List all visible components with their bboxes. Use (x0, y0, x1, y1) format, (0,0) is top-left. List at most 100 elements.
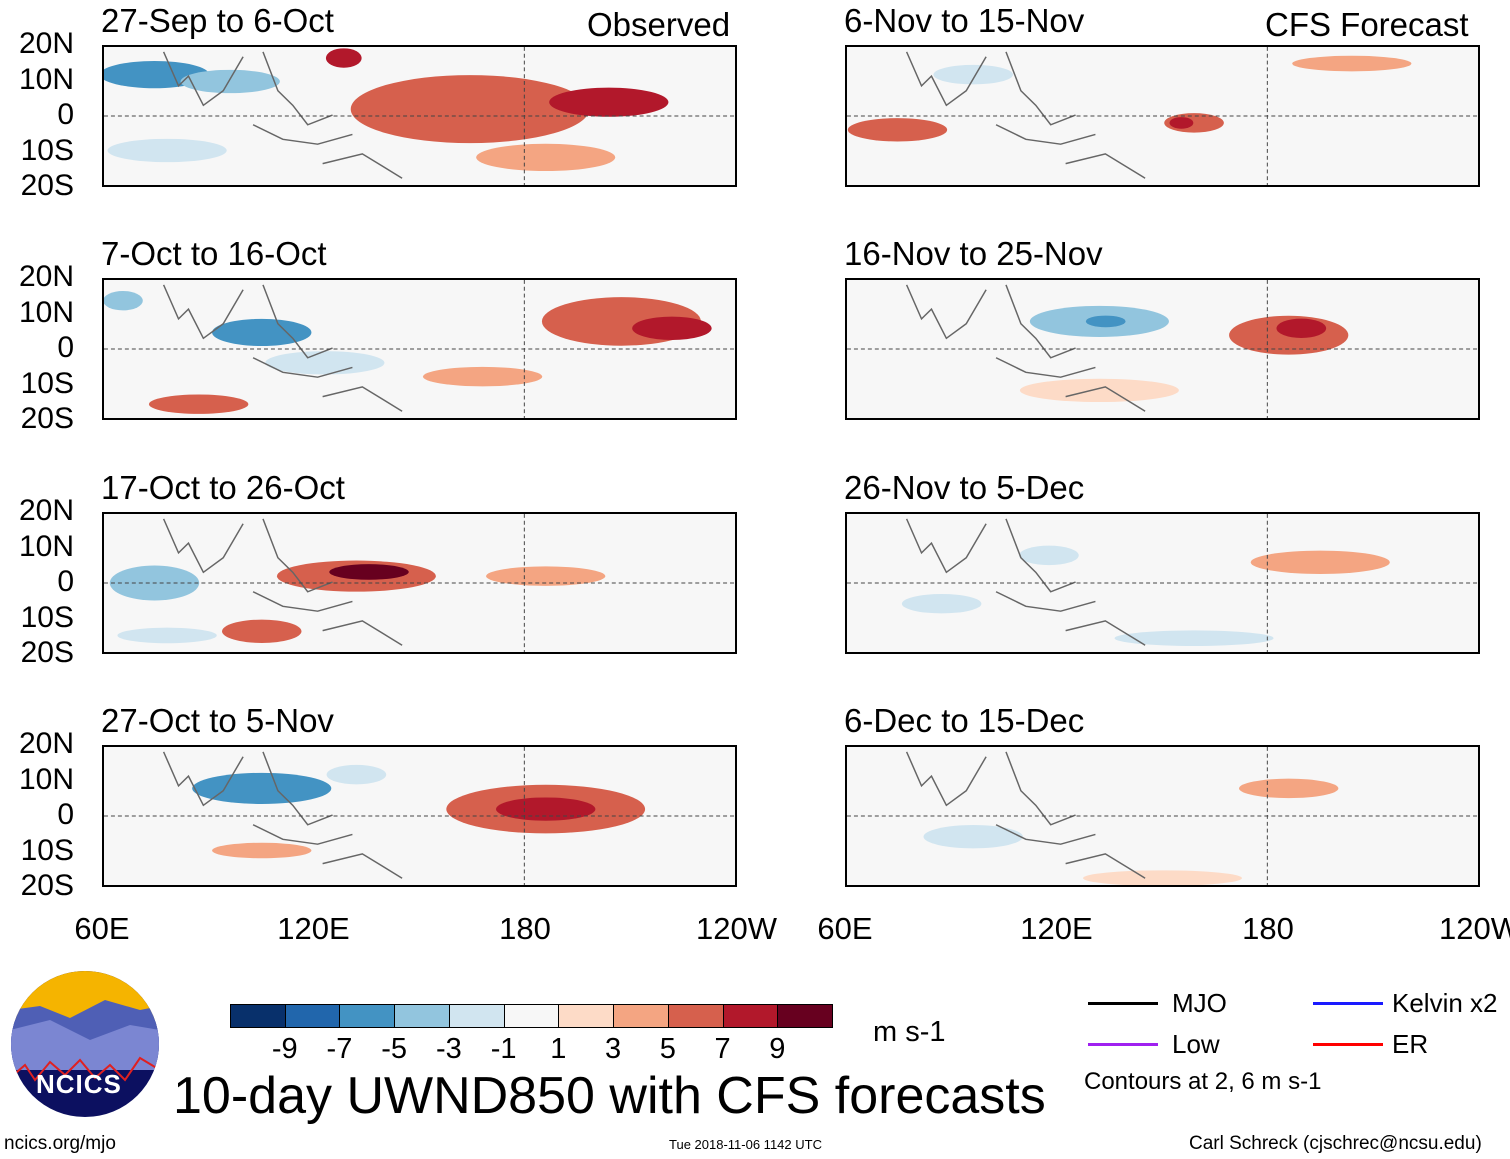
wind-anomaly-shading (192, 772, 332, 804)
lat-label: 20S (20, 869, 74, 902)
wind-anomaly-shading (212, 318, 312, 347)
colorbar-swatch (339, 1004, 396, 1028)
wind-anomaly-shading (1114, 630, 1274, 646)
wind-anomaly-shading (923, 825, 1023, 849)
colorbar-swatch (394, 1004, 450, 1028)
wind-anomaly-shading (350, 75, 590, 144)
colorbar-swatch (230, 1004, 286, 1028)
map-panel-observed-4 (102, 745, 737, 887)
lat-label: 0 (57, 565, 74, 598)
coastline (162, 51, 403, 179)
panel-title: 6-Dec to 15-Dec (844, 702, 1085, 739)
coastline (905, 518, 1146, 646)
observed-label: Observed (587, 6, 731, 43)
wind-anomaly-shading (1085, 315, 1126, 328)
map-panel-forecast-1 (845, 45, 1480, 187)
lat-label: 20S (20, 636, 74, 669)
wind-anomaly-shading (1083, 870, 1242, 885)
lat-label: 0 (57, 98, 74, 131)
lon-label: 120E (277, 911, 350, 946)
colorbar-label: -7 (326, 1033, 353, 1065)
colorbar-swatch (448, 1004, 505, 1028)
map-panel-forecast-3 (845, 512, 1480, 654)
lon-label: 180 (499, 911, 551, 946)
coastline (905, 51, 1146, 179)
lat-label: 10N (18, 762, 74, 796)
lon-label: 120W (1439, 911, 1510, 946)
legend-low-label: Low (1172, 1029, 1220, 1059)
wind-anomaly-shading (1019, 378, 1179, 403)
lat-label: 10N (18, 529, 74, 563)
ncics-logo: NCICS (10, 970, 160, 1118)
wind-anomaly-shading (847, 118, 948, 142)
wind-anomaly-shading (212, 842, 312, 859)
lat-label: 20S (20, 169, 74, 202)
map-panel-forecast-4 (845, 745, 1480, 887)
wind-anomaly-shading (265, 351, 385, 375)
legend-kelvin-line (1313, 1002, 1383, 1005)
wind-anomaly-shading (1292, 55, 1412, 72)
wind-anomaly-shading (549, 87, 669, 117)
legend-er-label: ER (1392, 1029, 1429, 1059)
colorbar-label: -3 (436, 1033, 462, 1065)
wind-anomaly-shading (1019, 545, 1079, 566)
main-title: 10-day UWND850 with CFS forecasts (173, 1067, 1046, 1125)
logo-text: NCICS (36, 1069, 122, 1099)
map-panel-observed-2 (102, 278, 737, 420)
colorbar-swatch (667, 1004, 724, 1028)
lat-label: 10N (18, 62, 74, 96)
wind-anomaly-shading (180, 69, 280, 94)
colorbar-label: -1 (490, 1033, 517, 1065)
colorbar-swatch (613, 1004, 669, 1028)
panel-title: 17-Oct to 26-Oct (101, 469, 345, 506)
wind-anomaly-shading (933, 64, 1013, 85)
wind-anomaly-shading (222, 619, 302, 643)
wind-anomaly-shading (422, 366, 543, 387)
lat-label: 0 (57, 798, 74, 831)
lat-label: 20N (18, 494, 74, 527)
footer-url[interactable]: ncics.org/mjo (4, 1133, 116, 1154)
panel-title: 7-Oct to 16-Oct (101, 235, 327, 272)
wind-anomaly-shading (326, 764, 387, 785)
lat-label: 0 (57, 331, 74, 364)
wind-anomaly-shading (107, 138, 227, 163)
colorbar-swatch (777, 1004, 833, 1028)
lon-label: 60E (817, 911, 873, 946)
lon-label: 60E (74, 911, 130, 946)
wind-anomaly-shading (148, 394, 249, 414)
wind-anomaly-shading (1239, 778, 1339, 799)
wind-anomaly-shading (1169, 117, 1194, 129)
panel-title: 26-Nov to 5-Dec (844, 469, 1085, 506)
coastline (905, 751, 1146, 879)
map-panel-observed-3 (102, 512, 737, 654)
colorbar-swatch (558, 1004, 615, 1028)
footer-author: Carl Schreck (cjschrec@ncsu.edu) (1189, 1133, 1482, 1154)
coastline (162, 284, 403, 412)
colorbar-swatch (284, 1004, 341, 1028)
wind-anomaly-shading (1276, 318, 1327, 339)
lat-label: 20S (20, 402, 74, 435)
lon-label: 180 (1242, 911, 1294, 946)
lon-label: 120W (696, 911, 777, 946)
lat-label: 20N (18, 260, 74, 293)
colorbar-label: 3 (605, 1033, 622, 1065)
colorbar-swatch (503, 1004, 560, 1028)
legend-mjo-label: MJO (1172, 988, 1227, 1018)
colorbar-label: -9 (271, 1033, 298, 1065)
lat-label: 10S (20, 366, 74, 400)
map-panel-observed-1 (102, 45, 737, 187)
panel-title: 27-Sep to 6-Oct (101, 2, 334, 39)
cfs-forecast-label: CFS Forecast (1265, 6, 1469, 43)
lat-label: 10N (18, 295, 74, 329)
colorbar-swatch (722, 1004, 779, 1028)
coastline (905, 284, 1146, 412)
colorbar-label: 7 (714, 1033, 731, 1065)
wind-anomaly-shading (117, 627, 217, 644)
contour-note: Contours at 2, 6 m s-1 (1084, 1068, 1322, 1095)
wind-anomaly-shading (476, 143, 616, 172)
lat-label: 10S (20, 833, 74, 867)
wind-anomaly-shading (325, 48, 362, 68)
legend-mjo-line (1088, 1002, 1158, 1005)
lat-label: 10S (20, 600, 74, 634)
lat-label: 10S (20, 133, 74, 167)
